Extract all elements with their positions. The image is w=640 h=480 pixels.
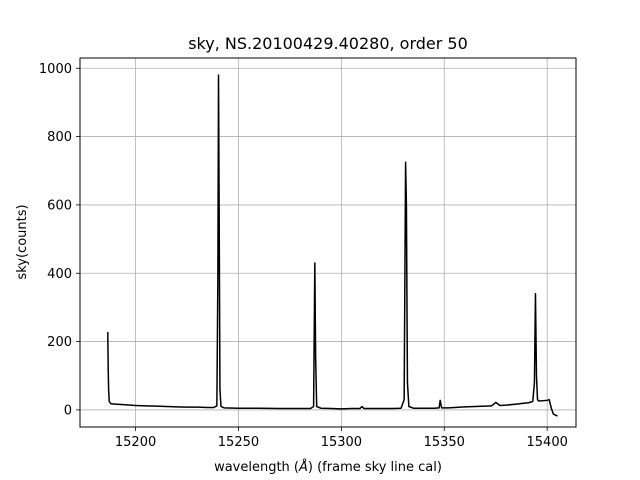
x-axis-label: wavelength (Å) (frame sky line cal) [214, 459, 442, 475]
y-tick-label: 600 [47, 198, 72, 213]
y-tick-label: 1000 [39, 62, 72, 77]
plot-frame [79, 57, 577, 428]
y-tick-label: 400 [47, 267, 72, 282]
chart-title: sky, NS.20100429.40280, order 50 [188, 34, 468, 53]
x-tick-label: 15350 [424, 435, 465, 450]
x-tick-label: 15300 [321, 435, 362, 450]
y-axis-label: sky(counts) [15, 204, 30, 279]
x-tick-label: 15400 [527, 435, 568, 450]
y-axis: 0 200 400 600 800 1000 [39, 62, 80, 418]
x-axis: 15200 15250 15300 15350 15400 [115, 427, 568, 450]
y-tick-label: 0 [64, 403, 72, 418]
x-tick-label: 15250 [218, 435, 259, 450]
series-line-sky [107, 74, 558, 417]
y-tick-label: 200 [47, 335, 72, 350]
y-tick-label: 800 [47, 130, 72, 145]
grid [80, 58, 576, 427]
x-tick-label: 15200 [115, 435, 156, 450]
